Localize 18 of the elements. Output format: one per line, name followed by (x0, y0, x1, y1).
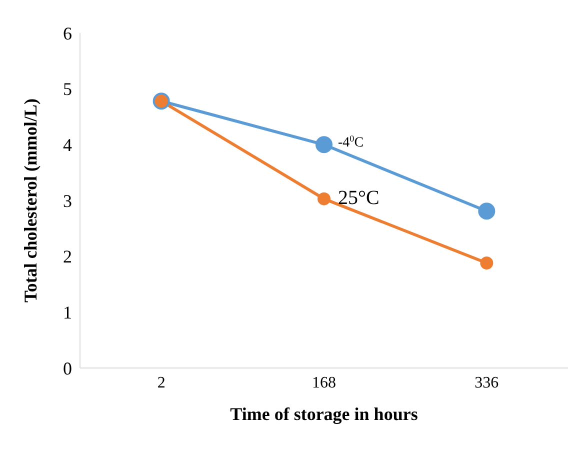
x-tick-label: 168 (312, 374, 336, 392)
point (480, 256, 494, 270)
x-tick-label: 336 (474, 374, 499, 392)
point (316, 136, 332, 154)
series-label: -4$^{0}$C (338, 134, 364, 151)
y-tick-label: 1 (63, 302, 72, 323)
y-tick-label: 4 (63, 135, 72, 156)
series-label: 25°C (338, 186, 380, 209)
x-tick-label: 2 (157, 374, 166, 392)
y-tick-label: 6 (63, 23, 72, 44)
point (478, 202, 496, 220)
x-axis-title: Time of storage in hours (230, 404, 418, 424)
y-tick-label: 0 (63, 358, 72, 378)
y-tick-label: 5 (63, 79, 72, 100)
y-tick-label: 3 (63, 190, 72, 211)
point (318, 192, 330, 206)
y-tick-label: 2 (63, 246, 72, 267)
y-axis-title: Total cholesterol (mmol/L) (20, 98, 40, 302)
